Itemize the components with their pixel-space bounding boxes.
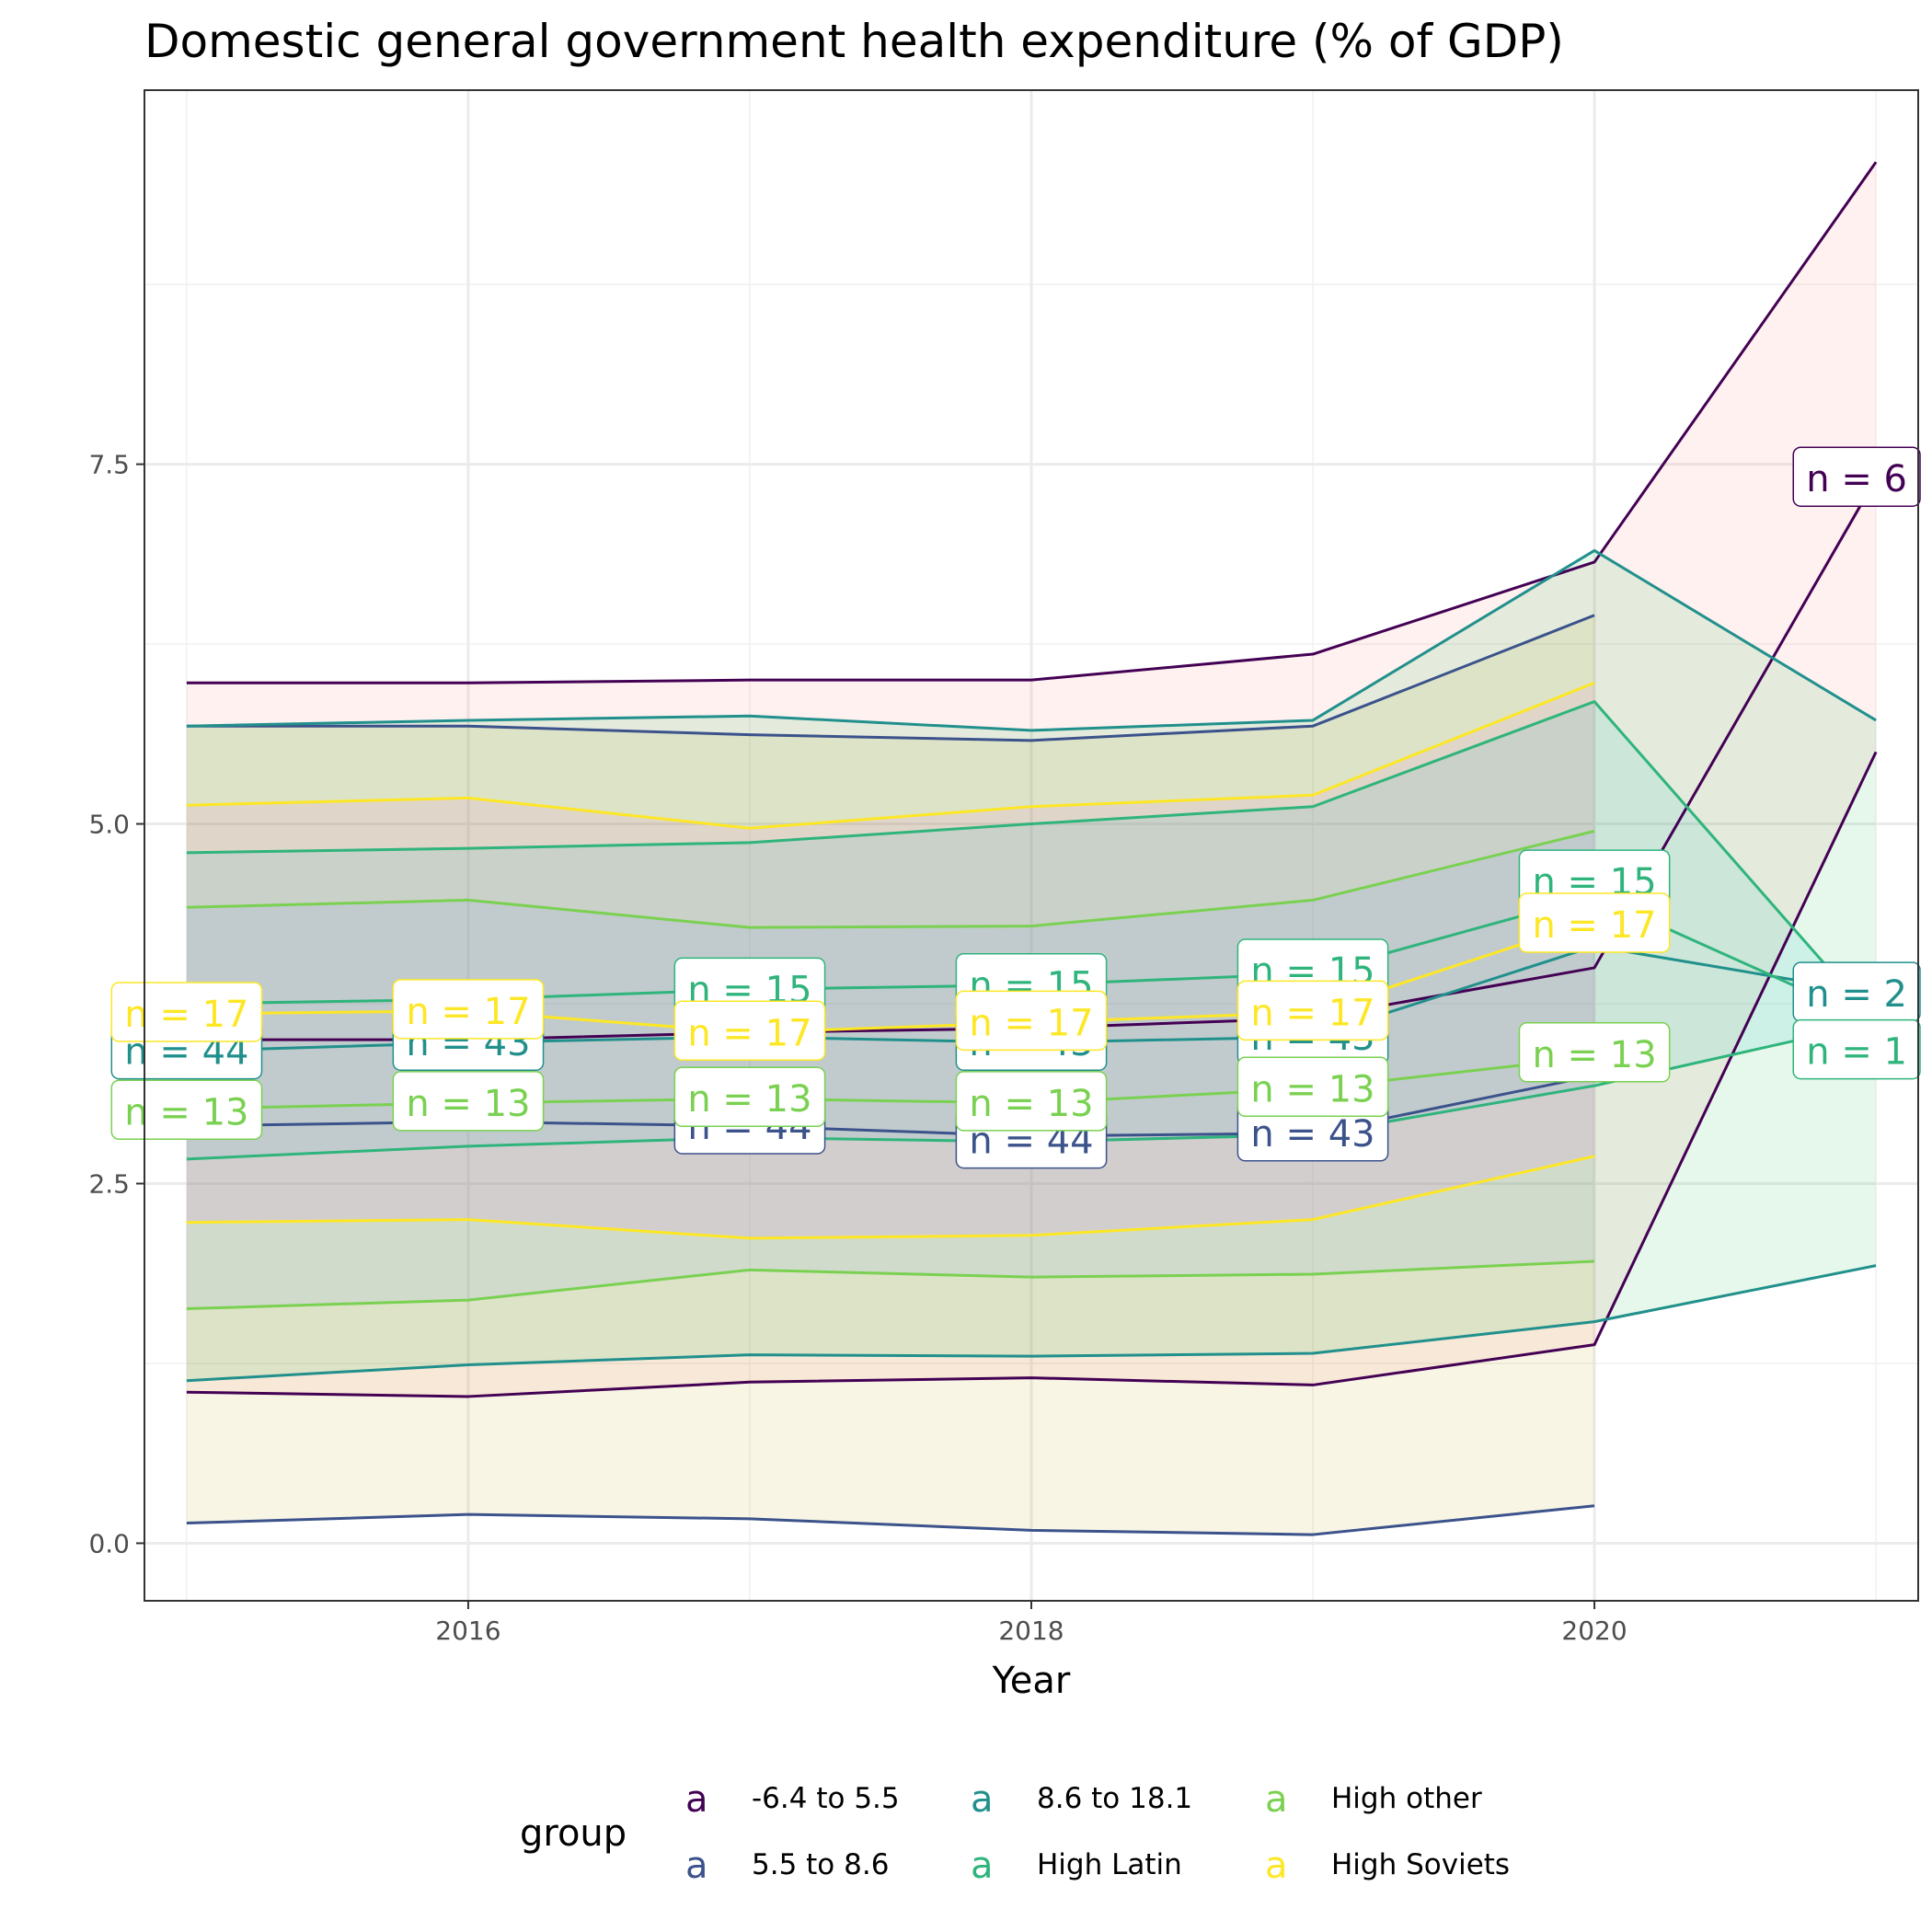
- count-label: n = 13: [955, 1071, 1108, 1132]
- count-label-box: [110, 982, 263, 1042]
- axes: 0.0 2.5 5.0 7.5 2016 2018 2020: [88, 450, 1627, 1646]
- ribbon-area: [186, 615, 1595, 1535]
- count-label-box: [1518, 892, 1671, 953]
- x-axis-tick-label: 2020: [1561, 1616, 1627, 1646]
- ribbon-area: [186, 701, 1877, 1159]
- legend: group a -6.4 to 5.5 a 5.5 to 8.6 a 8.6 to 18.…: [520, 1778, 1510, 1887]
- y-axis-tick-label: 5.0: [88, 810, 130, 840]
- series-line-lower: [186, 1504, 1595, 1536]
- count-label-box: [955, 1071, 1108, 1132]
- y-axis-tick-label: 7.5: [88, 450, 130, 480]
- count-label-box: [110, 1079, 263, 1141]
- count-label: n = 17: [955, 990, 1108, 1052]
- count-label-text: n = 2: [1806, 973, 1907, 1016]
- series-line-upper: [186, 548, 1877, 732]
- count-label: n = 13: [392, 1071, 545, 1132]
- legend-entry-label: 8.6 to 18.1: [1037, 1782, 1192, 1815]
- count-label-box: [392, 1071, 545, 1132]
- count-label-text: n = 13: [1532, 1034, 1656, 1076]
- legend-title: group: [520, 1812, 627, 1855]
- count-label-text: n = 17: [969, 1002, 1093, 1044]
- count-label: n = 6: [1792, 446, 1921, 507]
- x-axis-title: Year: [992, 1660, 1071, 1702]
- count-label-text: n = 43: [1250, 1113, 1374, 1156]
- legend-key-glyph: a: [685, 1778, 708, 1821]
- count-label: n = 13: [1518, 1022, 1671, 1083]
- count-label-text: n = 13: [687, 1078, 811, 1121]
- count-label: n = 13: [673, 1066, 826, 1127]
- count-label-text: n = 17: [124, 994, 248, 1036]
- x-axis-tick-label: 2018: [998, 1616, 1064, 1646]
- count-label-text: n = 17: [1532, 904, 1656, 947]
- x-axis-tick-label: 2016: [435, 1616, 500, 1646]
- count-label-box: [1792, 1018, 1921, 1080]
- legend-entry-label: 5.5 to 8.6: [752, 1848, 889, 1881]
- count-label-text: n = 17: [687, 1012, 811, 1054]
- count-label-box: [673, 1066, 826, 1127]
- count-label-text: n = 6: [1806, 458, 1907, 500]
- ribbon-area: [186, 162, 1877, 1397]
- count-label: n = 17: [392, 979, 545, 1040]
- count-label-text: n = 1: [1806, 1031, 1907, 1074]
- legend-entry-label: High Latin: [1037, 1848, 1182, 1881]
- y-axis-tick-label: 2.5: [88, 1168, 130, 1199]
- count-label: n = 1: [1792, 1018, 1921, 1080]
- count-label-text: n = 13: [124, 1091, 248, 1133]
- count-label-box: [673, 1000, 826, 1062]
- count-label: n = 17: [673, 1000, 826, 1062]
- legend-key-glyph: a: [971, 1845, 994, 1887]
- count-label-text: n = 17: [1250, 992, 1374, 1034]
- series-line-lower: [186, 1259, 1595, 1311]
- count-label-text: n = 13: [1250, 1068, 1374, 1110]
- series-line-upper: [186, 161, 1878, 684]
- legend-key-glyph: a: [1265, 1845, 1288, 1887]
- count-label: n = 13: [1236, 1056, 1389, 1118]
- count-label-text: n = 13: [969, 1083, 1093, 1125]
- series-line-upper: [186, 614, 1595, 742]
- chart-title: Domestic general government health expen…: [144, 15, 1564, 68]
- legend-entry-label: -6.4 to 5.5: [752, 1782, 900, 1815]
- count-label: n = 17: [1518, 892, 1671, 953]
- count-label-box: [1518, 1022, 1671, 1083]
- count-label: n = 17: [110, 982, 263, 1042]
- series-line-lower: [186, 1155, 1595, 1240]
- series-line-upper: [186, 829, 1595, 929]
- count-label-box: [1236, 1056, 1389, 1118]
- count-label-box: [1792, 446, 1921, 507]
- series-line-upper: [186, 700, 1878, 1024]
- legend-key-glyph: a: [971, 1778, 994, 1821]
- legend-key-glyph: a: [1265, 1778, 1288, 1821]
- legend-key-glyph: a: [685, 1845, 708, 1887]
- count-label-box: [392, 979, 545, 1040]
- count-label: n = 2: [1792, 961, 1921, 1022]
- count-label-text: n = 13: [406, 1083, 530, 1125]
- series-line-lower: [186, 751, 1878, 1398]
- count-label-box: [955, 990, 1108, 1052]
- count-label: n = 13: [110, 1079, 263, 1141]
- y-axis-tick-label: 0.0: [88, 1528, 130, 1558]
- count-labels: n = 44n = 43n = 43n = 43n = 44n = 6n = 4…: [110, 446, 1921, 1169]
- series-line-lower: [186, 1264, 1877, 1383]
- count-label: n = 17: [1236, 980, 1389, 1041]
- series-line-upper: [186, 681, 1595, 830]
- legend-entry-label: High other: [1331, 1782, 1482, 1815]
- count-label-text: n = 17: [406, 991, 530, 1033]
- legend-entry-label: High Soviets: [1331, 1848, 1510, 1881]
- count-label-box: [1236, 980, 1389, 1041]
